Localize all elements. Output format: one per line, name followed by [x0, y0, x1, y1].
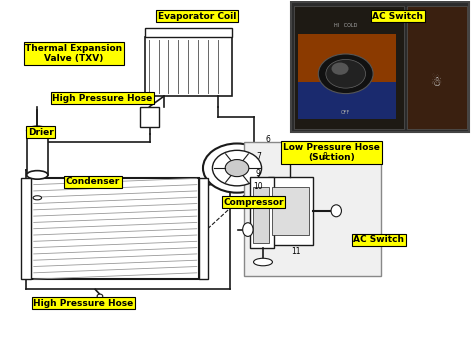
Bar [299, 82, 396, 119]
Bar [244, 142, 381, 276]
Circle shape [225, 159, 249, 177]
Text: Thermal Expansion
Valve (TXV): Thermal Expansion Valve (TXV) [26, 44, 122, 63]
Bar [145, 37, 232, 96]
Bar [299, 34, 396, 119]
Circle shape [203, 143, 271, 193]
Bar [268, 177, 313, 245]
Text: ☃: ☃ [431, 76, 442, 90]
Ellipse shape [243, 223, 253, 236]
Bar [253, 187, 269, 243]
Ellipse shape [97, 294, 103, 298]
Text: Drier: Drier [28, 128, 54, 137]
Text: Low Pressure Hose
(Suction): Low Pressure Hose (Suction) [283, 143, 380, 163]
Text: 10: 10 [254, 182, 263, 191]
Ellipse shape [254, 258, 273, 266]
Bar [250, 177, 274, 248]
Bar [140, 107, 159, 127]
Circle shape [331, 62, 348, 75]
Ellipse shape [27, 126, 48, 135]
Bar [260, 154, 286, 182]
Bar [294, 6, 403, 129]
Text: 8: 8 [322, 152, 327, 161]
Circle shape [212, 150, 262, 186]
Text: 9: 9 [256, 169, 261, 178]
Ellipse shape [331, 205, 341, 217]
Ellipse shape [27, 171, 48, 179]
Bar [272, 187, 309, 235]
Bar [408, 6, 467, 129]
Text: OFF: OFF [341, 110, 350, 115]
Text: Compressor: Compressor [223, 198, 284, 207]
Circle shape [326, 59, 365, 88]
Bar [145, 28, 232, 37]
Text: High Pressure Hose: High Pressure Hose [52, 94, 153, 103]
Text: High Pressure Hose: High Pressure Hose [33, 298, 134, 308]
Bar [292, 2, 469, 132]
Text: Evaporator Coil: Evaporator Coil [158, 12, 236, 21]
Bar [31, 178, 199, 279]
Text: 6: 6 [265, 134, 270, 144]
Bar [27, 130, 48, 175]
Bar [21, 178, 31, 279]
Text: AC Switch: AC Switch [372, 12, 423, 21]
Text: HI   COLD: HI COLD [334, 23, 357, 28]
Text: AC Switch: AC Switch [353, 235, 404, 244]
Text: 7: 7 [256, 152, 261, 161]
Text: 11: 11 [292, 247, 301, 256]
Text: Condenser: Condenser [66, 177, 120, 186]
Bar [199, 178, 208, 279]
Ellipse shape [33, 196, 42, 200]
Circle shape [318, 54, 373, 94]
